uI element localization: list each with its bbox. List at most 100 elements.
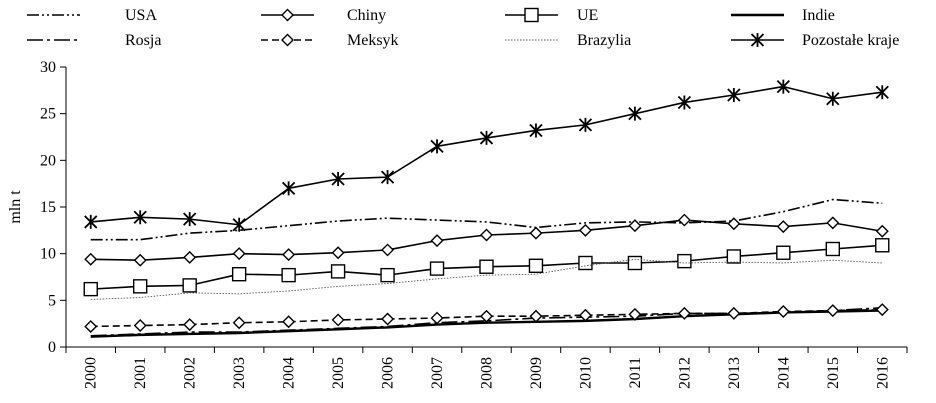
data-point [578,117,593,132]
series-line-pozostale-kraje [90,85,883,226]
data-point [232,217,246,232]
x-tick-label: 2009 [528,357,545,389]
data-point [330,264,346,279]
legend-label: Brazylia [577,32,631,49]
series-layer [83,79,890,338]
data-point [331,172,345,186]
legend-marker [524,7,539,23]
data-point [232,316,246,330]
data-point [826,216,840,230]
y-tick-label: 15 [40,199,56,216]
data-point [430,234,444,248]
data-point [529,309,543,323]
x-tick-label: 2000 [83,357,100,389]
y-tick-label: 10 [40,246,56,263]
series-line-usa [90,198,883,241]
data-point [430,311,444,325]
legend-label: Rosja [125,32,161,49]
legend-item-meksyk: Meksyk [261,32,399,49]
data-point [826,304,840,318]
chart-legend: USA Chiny UE Indie Rosja Meksyk Brazylia Pozost… [27,7,899,49]
data-point [528,258,544,273]
data-point [825,241,840,257]
x-axis-ticks: 2000 2001 2002 2003 2004 2005 2006 2007 2008 2009… [65,347,908,389]
legend-label: Indie [802,7,835,24]
data-point [183,212,197,227]
y-tick-label: 0 [48,339,56,356]
y-tick-label: 5 [48,292,56,309]
data-point [380,267,395,283]
data-point [677,213,691,227]
data-point [529,226,543,240]
legend-item-chiny: Chiny [261,7,386,24]
series-usa [90,198,883,241]
data-point [231,267,247,282]
data-point [480,228,493,242]
data-point [578,255,593,271]
data-point [429,261,445,276]
x-tick-label: 2007 [429,357,446,389]
series-rosja [90,307,883,337]
data-point [726,249,742,264]
y-axis-ticks: 0 5 10 15 20 25 30 [40,59,66,356]
legend-marker [750,33,765,47]
data-point [182,278,197,293]
data-point [83,281,98,297]
series-chiny [84,213,889,267]
x-tick-label: 2006 [380,357,397,389]
x-tick-label: 2014 [775,357,792,389]
data-point [677,95,692,110]
data-point [628,106,642,121]
data-point [282,315,296,329]
data-point [776,79,790,94]
data-point [133,319,147,333]
data-point [479,259,494,274]
series-line-rosja [90,307,883,337]
data-point [727,88,741,102]
data-point [776,305,790,319]
x-tick-label: 2002 [182,357,199,389]
data-point [727,306,741,320]
legend-item-brazylia: Brazylia [505,32,631,49]
data-point [529,123,543,138]
data-point [331,246,345,260]
data-point [133,253,147,267]
legend-item-rosja: Rosja [27,32,161,49]
data-point [331,313,345,327]
data-point [776,245,791,260]
legend-label: USA [125,7,157,24]
data-point [84,252,98,266]
data-point [133,279,148,294]
x-tick-label: 2010 [577,357,594,389]
legend-item-pozostale-kraje: Pozostałe kraje [731,32,899,49]
legend-item-ue: UE [505,7,598,24]
x-tick-label: 2015 [825,357,842,389]
data-point [628,307,642,321]
y-tick-label: 20 [40,152,56,169]
legend-label: Chiny [347,7,386,24]
legend-item-usa: USA [27,7,157,24]
series-line-brazylia [90,258,883,300]
chart-axes: mln t [7,67,907,348]
x-tick-label: 2004 [281,357,298,389]
legend-item-indie: Indie [731,7,835,24]
data-point [183,318,197,332]
data-point [232,247,246,261]
legend-label: Meksyk [347,32,399,49]
x-tick-label: 2011 [627,357,644,388]
data-point [875,224,889,238]
data-point [875,85,889,100]
x-tick-label: 2012 [676,357,693,389]
data-point [281,267,296,283]
data-point [727,217,741,231]
data-point [677,253,692,269]
legend-label: UE [577,7,598,24]
data-point [479,130,494,145]
data-point [875,238,890,253]
data-point [480,309,493,323]
series-pozostale-kraje [84,79,889,232]
series-meksyk [84,303,889,333]
data-point [381,243,395,257]
series-ue [83,238,890,297]
